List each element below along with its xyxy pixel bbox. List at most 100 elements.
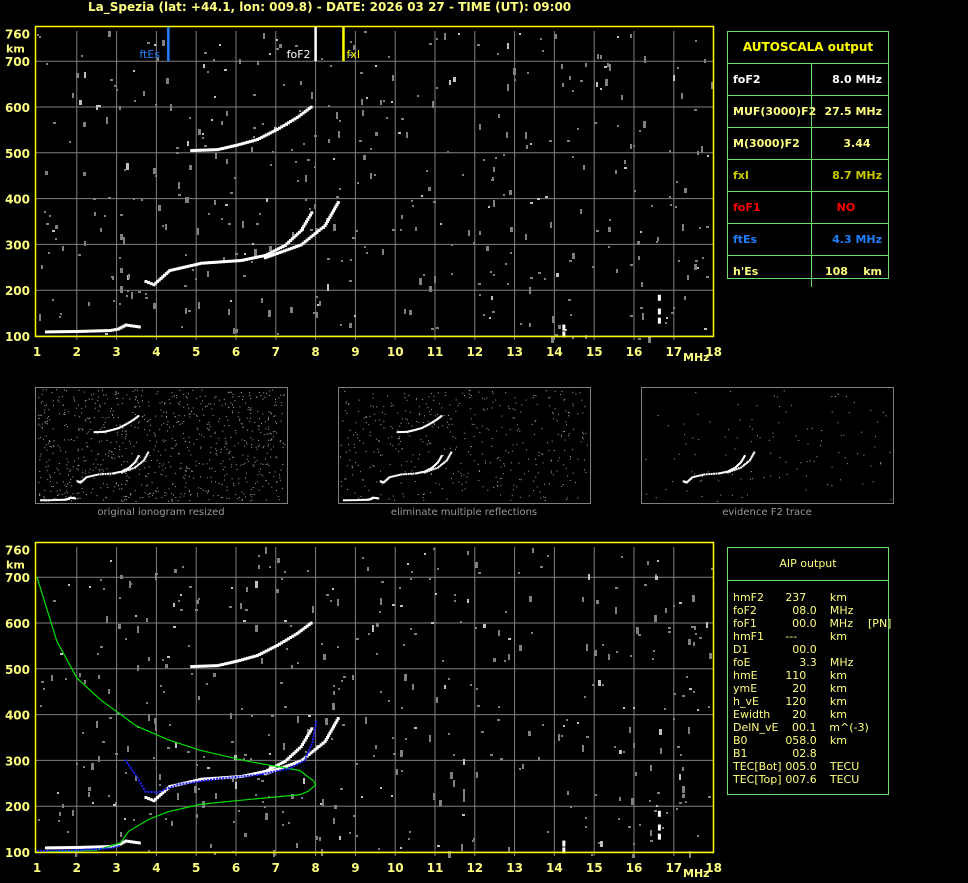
- noise-dot: [392, 229, 395, 231]
- trace-point: [330, 211, 334, 215]
- noise-dot: [673, 75, 675, 81]
- noise-dot: [47, 420, 49, 422]
- noise-dot: [163, 463, 165, 465]
- trace-point: [147, 790, 150, 793]
- noise-dot: [572, 403, 574, 405]
- noise-dot: [547, 555, 549, 557]
- noise-dot: [450, 772, 453, 779]
- noise-dot: [76, 73, 79, 78]
- noise-dot: [362, 479, 364, 481]
- trace-point: [693, 475, 696, 478]
- trace-point: [129, 468, 132, 471]
- noise-dot: [269, 53, 271, 55]
- noise-dot: [313, 312, 315, 314]
- noise-dot: [411, 470, 413, 472]
- noise-dot: [262, 398, 264, 400]
- noise-dot: [50, 490, 52, 492]
- noise-dot: [102, 417, 104, 419]
- trace-point: [303, 626, 307, 630]
- noise-dot: [813, 461, 815, 463]
- noise-dot: [258, 428, 260, 430]
- trace-point: [744, 462, 747, 465]
- trace-point: [69, 330, 73, 334]
- noise-dot: [598, 842, 600, 844]
- noise-dot: [709, 653, 712, 659]
- noise-dot: [422, 422, 424, 424]
- aip-cell: [869, 708, 888, 721]
- noise-dot: [149, 440, 151, 442]
- noise-dot: [292, 232, 294, 239]
- noise-dot: [698, 439, 700, 441]
- noise-dot: [449, 404, 451, 406]
- noise-dot: [171, 437, 173, 439]
- noise-dot: [504, 465, 506, 467]
- noise-dot: [400, 847, 402, 849]
- trace-point: [271, 130, 275, 134]
- noise-dot: [81, 488, 83, 490]
- noise-dot: [196, 493, 198, 495]
- noise-dot: [510, 499, 512, 501]
- noise-dot: [400, 422, 402, 424]
- noise-dot: [76, 407, 78, 409]
- noise-dot: [633, 707, 635, 709]
- noise-dot: [223, 398, 225, 400]
- trace-point: [173, 784, 176, 787]
- noise-dot: [778, 476, 780, 478]
- noise-dot: [221, 218, 223, 220]
- noise-dot: [882, 411, 884, 413]
- noise-dot: [444, 394, 446, 396]
- noise-dot: [501, 426, 503, 428]
- noise-dot: [279, 474, 281, 476]
- trace-point: [305, 624, 309, 628]
- trace-point: [426, 423, 429, 426]
- noise-dot: [344, 390, 346, 392]
- noise-dot: [264, 421, 266, 423]
- trace-point: [448, 454, 451, 457]
- noise-dot: [488, 206, 490, 208]
- noise-dot: [365, 450, 367, 452]
- noise-dot: [509, 190, 512, 195]
- trace-point: [731, 468, 734, 471]
- trace-point: [331, 725, 335, 729]
- noise-dot: [341, 260, 343, 262]
- trace-point: [136, 457, 139, 460]
- trace-point: [255, 138, 259, 142]
- noise-dot: [257, 440, 259, 442]
- noise-dot: [562, 484, 564, 486]
- trace-point: [313, 232, 317, 236]
- noise-dot: [272, 389, 274, 391]
- noise-dot: [778, 422, 780, 424]
- noise-dot: [512, 444, 514, 446]
- noise-dot: [108, 689, 110, 694]
- trace-point: [120, 325, 124, 329]
- noise-dot: [78, 428, 80, 430]
- noise-dot: [685, 801, 687, 803]
- noise-dot: [500, 466, 502, 468]
- aip-cell: TECU: [829, 773, 860, 786]
- trace-point: [223, 146, 227, 150]
- noise-dot: [346, 412, 348, 414]
- trace-point: [149, 282, 153, 286]
- trace-point: [200, 261, 204, 265]
- noise-dot: [645, 493, 647, 495]
- noise-dot: [249, 494, 251, 496]
- noise-dot: [238, 412, 240, 414]
- noise-dot: [496, 484, 498, 486]
- noise-dot: [53, 122, 56, 124]
- noise-dot: [427, 420, 429, 422]
- noise-dot: [608, 227, 611, 232]
- noise-dot: [577, 128, 579, 130]
- noise-dot: [64, 409, 66, 411]
- noise-dot: [181, 422, 183, 424]
- aip-cell: m^(-3): [829, 721, 869, 734]
- trace-point: [197, 664, 201, 668]
- noise-dot: [89, 428, 91, 430]
- noise-dot: [665, 608, 667, 613]
- noise-dot: [470, 446, 472, 448]
- trace-point: [134, 466, 137, 469]
- noise-dot: [67, 474, 69, 476]
- noise-dot: [499, 460, 501, 462]
- trace-point: [111, 844, 115, 848]
- noise-dot: [461, 844, 463, 851]
- noise-dot: [88, 418, 90, 420]
